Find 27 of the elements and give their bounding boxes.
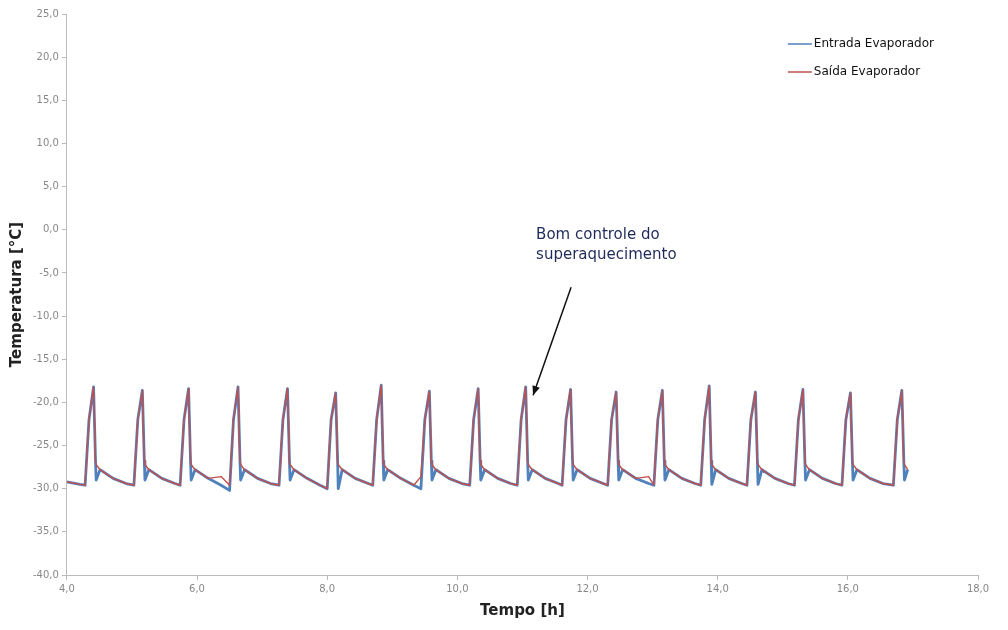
y-tick-label: -15,0 [33, 352, 59, 364]
x-tick-label: 14,0 [706, 582, 729, 594]
x-tick-label: 8,0 [319, 582, 336, 594]
legend-label: Entrada Evaporador [813, 36, 935, 51]
y-tick-label: 25,0 [36, 7, 59, 19]
y-tick-label: -20,0 [33, 395, 59, 407]
x-axis-title: Tempo [h] [480, 600, 565, 619]
y-axis-title: Temperatura [°C] [6, 221, 25, 368]
y-tick-label: -40,0 [33, 568, 59, 580]
y-tick-label: -35,0 [33, 525, 59, 537]
x-tick-label: 10,0 [446, 582, 469, 594]
x-tick-label: 16,0 [836, 582, 859, 594]
x-tick-label: 12,0 [576, 582, 599, 594]
y-tick-label: 15,0 [36, 93, 59, 105]
y-tick-label: 20,0 [36, 50, 59, 62]
x-tick-label: 6,0 [189, 582, 205, 594]
legend-label: Saída Evaporador [813, 64, 921, 79]
x-tick-label: 18,0 [966, 582, 990, 594]
y-tick-label: 10,0 [36, 137, 59, 149]
y-tick-label: 0,0 [42, 223, 59, 235]
y-tick-label: -10,0 [33, 309, 59, 321]
y-tick-label: -5,0 [39, 266, 59, 278]
y-tick-label: -30,0 [33, 482, 59, 494]
y-tick-label: 5,0 [42, 180, 59, 192]
x-tick-label: 4,0 [58, 582, 75, 594]
annotation: Bom controle do superaquecimento [536, 224, 677, 263]
y-tick-label: -25,0 [33, 439, 59, 451]
